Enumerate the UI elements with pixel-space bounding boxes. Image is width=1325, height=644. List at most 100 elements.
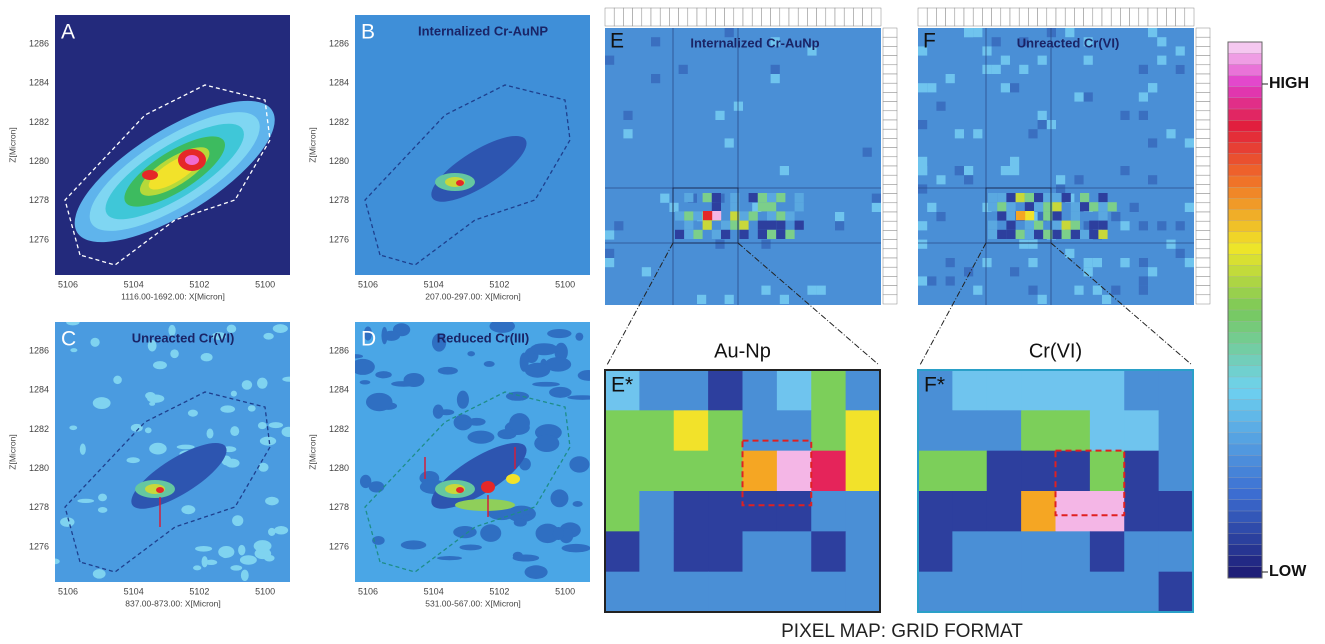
- scale-stripe: [1228, 567, 1262, 578]
- pixel: [997, 193, 1006, 202]
- pixel: [1052, 202, 1061, 211]
- pixel: [987, 531, 1022, 572]
- pixel: [946, 276, 955, 285]
- pixel: [1139, 258, 1148, 267]
- pixel: [1124, 410, 1159, 451]
- pixel: [1001, 83, 1010, 92]
- pixel: [982, 46, 991, 55]
- pixel: [780, 166, 789, 175]
- pixel: [674, 491, 709, 532]
- pixel: [1021, 572, 1056, 613]
- pixel: [660, 194, 669, 203]
- pixel: [1157, 56, 1166, 65]
- pixel: [1034, 193, 1043, 202]
- pixel: [1056, 491, 1091, 532]
- map-background: [355, 15, 590, 275]
- pixel: [1038, 120, 1047, 129]
- pixel: [1056, 572, 1091, 613]
- panel-letter: E*: [611, 374, 633, 397]
- pixel: [1148, 175, 1157, 184]
- pixel: [1016, 193, 1025, 202]
- pixel: [1038, 56, 1047, 65]
- speckle: [480, 524, 501, 542]
- pixel: [946, 74, 955, 83]
- pixel: [1120, 111, 1129, 120]
- pixel: [1016, 230, 1025, 239]
- pixel: [777, 451, 812, 492]
- pixel: [988, 221, 997, 230]
- grid-header: [883, 65, 897, 74]
- grid-header: [1001, 8, 1010, 26]
- grid-header: [883, 37, 897, 46]
- pixel: [614, 221, 623, 230]
- speckle: [525, 565, 548, 579]
- grid-header: [1196, 175, 1210, 184]
- pixel: [846, 451, 881, 492]
- grid-header: [883, 129, 897, 138]
- scale-stripe: [1228, 466, 1262, 477]
- pixel: [1062, 230, 1071, 239]
- grid-header: [1028, 8, 1037, 26]
- contour: [456, 487, 464, 493]
- pixel: [739, 230, 748, 239]
- pixel: [1006, 230, 1015, 239]
- pixel: [1021, 451, 1056, 492]
- x-tick-label: 5100: [555, 279, 575, 289]
- pixel: [749, 193, 758, 202]
- pixel: [684, 211, 693, 220]
- speckle: [98, 507, 107, 513]
- grid-header: [1038, 8, 1047, 26]
- pixel: [674, 451, 709, 492]
- scale-stripe: [1228, 377, 1262, 388]
- grid-header: [743, 8, 752, 26]
- grid-header: [883, 194, 897, 203]
- grid-header: [1130, 8, 1139, 26]
- pixel: [712, 211, 721, 220]
- x-axis-label: 207.00-297.00: X[Micron]: [425, 291, 520, 301]
- pixel: [708, 370, 743, 411]
- grid-header: [964, 8, 973, 26]
- map-panel: BInternalized Cr-AuNP5106510451025100128…: [307, 15, 590, 301]
- contour: [142, 170, 158, 180]
- pixel: [1019, 240, 1028, 249]
- x-tick-label: 5102: [189, 279, 209, 289]
- grid-header: [883, 286, 897, 295]
- pixel: [693, 230, 702, 239]
- pixel: [1062, 221, 1071, 230]
- speckle: [269, 422, 283, 428]
- pixel: [1010, 83, 1019, 92]
- pixel: [1139, 65, 1148, 74]
- scale-stripe: [1228, 411, 1262, 422]
- pixel: [1148, 138, 1157, 147]
- pixel: [1124, 531, 1159, 572]
- pixel: [1052, 221, 1061, 230]
- pixel: [715, 240, 724, 249]
- pixel: [777, 572, 812, 613]
- pixel: [927, 203, 936, 212]
- grid-header: [817, 8, 826, 26]
- pixel: [679, 65, 688, 74]
- scale-stripe: [1228, 187, 1262, 198]
- scale-stripe: [1228, 399, 1262, 410]
- speckle: [177, 445, 195, 450]
- pixel: [811, 531, 846, 572]
- scale-stripe: [1228, 243, 1262, 254]
- pixel: [1071, 211, 1080, 220]
- grid-header: [1196, 286, 1210, 295]
- pixel: [1010, 157, 1019, 166]
- grid-header: [1196, 249, 1210, 258]
- pixel: [918, 276, 927, 285]
- speckle: [437, 556, 462, 560]
- grid-header: [883, 184, 897, 193]
- pixel: [767, 230, 776, 239]
- pixel: [1139, 111, 1148, 120]
- pixel: [1185, 258, 1194, 267]
- speckle: [550, 489, 568, 507]
- pixel: [997, 230, 1006, 239]
- speckle: [153, 361, 167, 369]
- x-tick-label: 5102: [489, 586, 509, 596]
- pixel: [739, 221, 748, 230]
- grid-header: [1065, 8, 1074, 26]
- pixel: [964, 28, 973, 37]
- pixel: [708, 572, 743, 613]
